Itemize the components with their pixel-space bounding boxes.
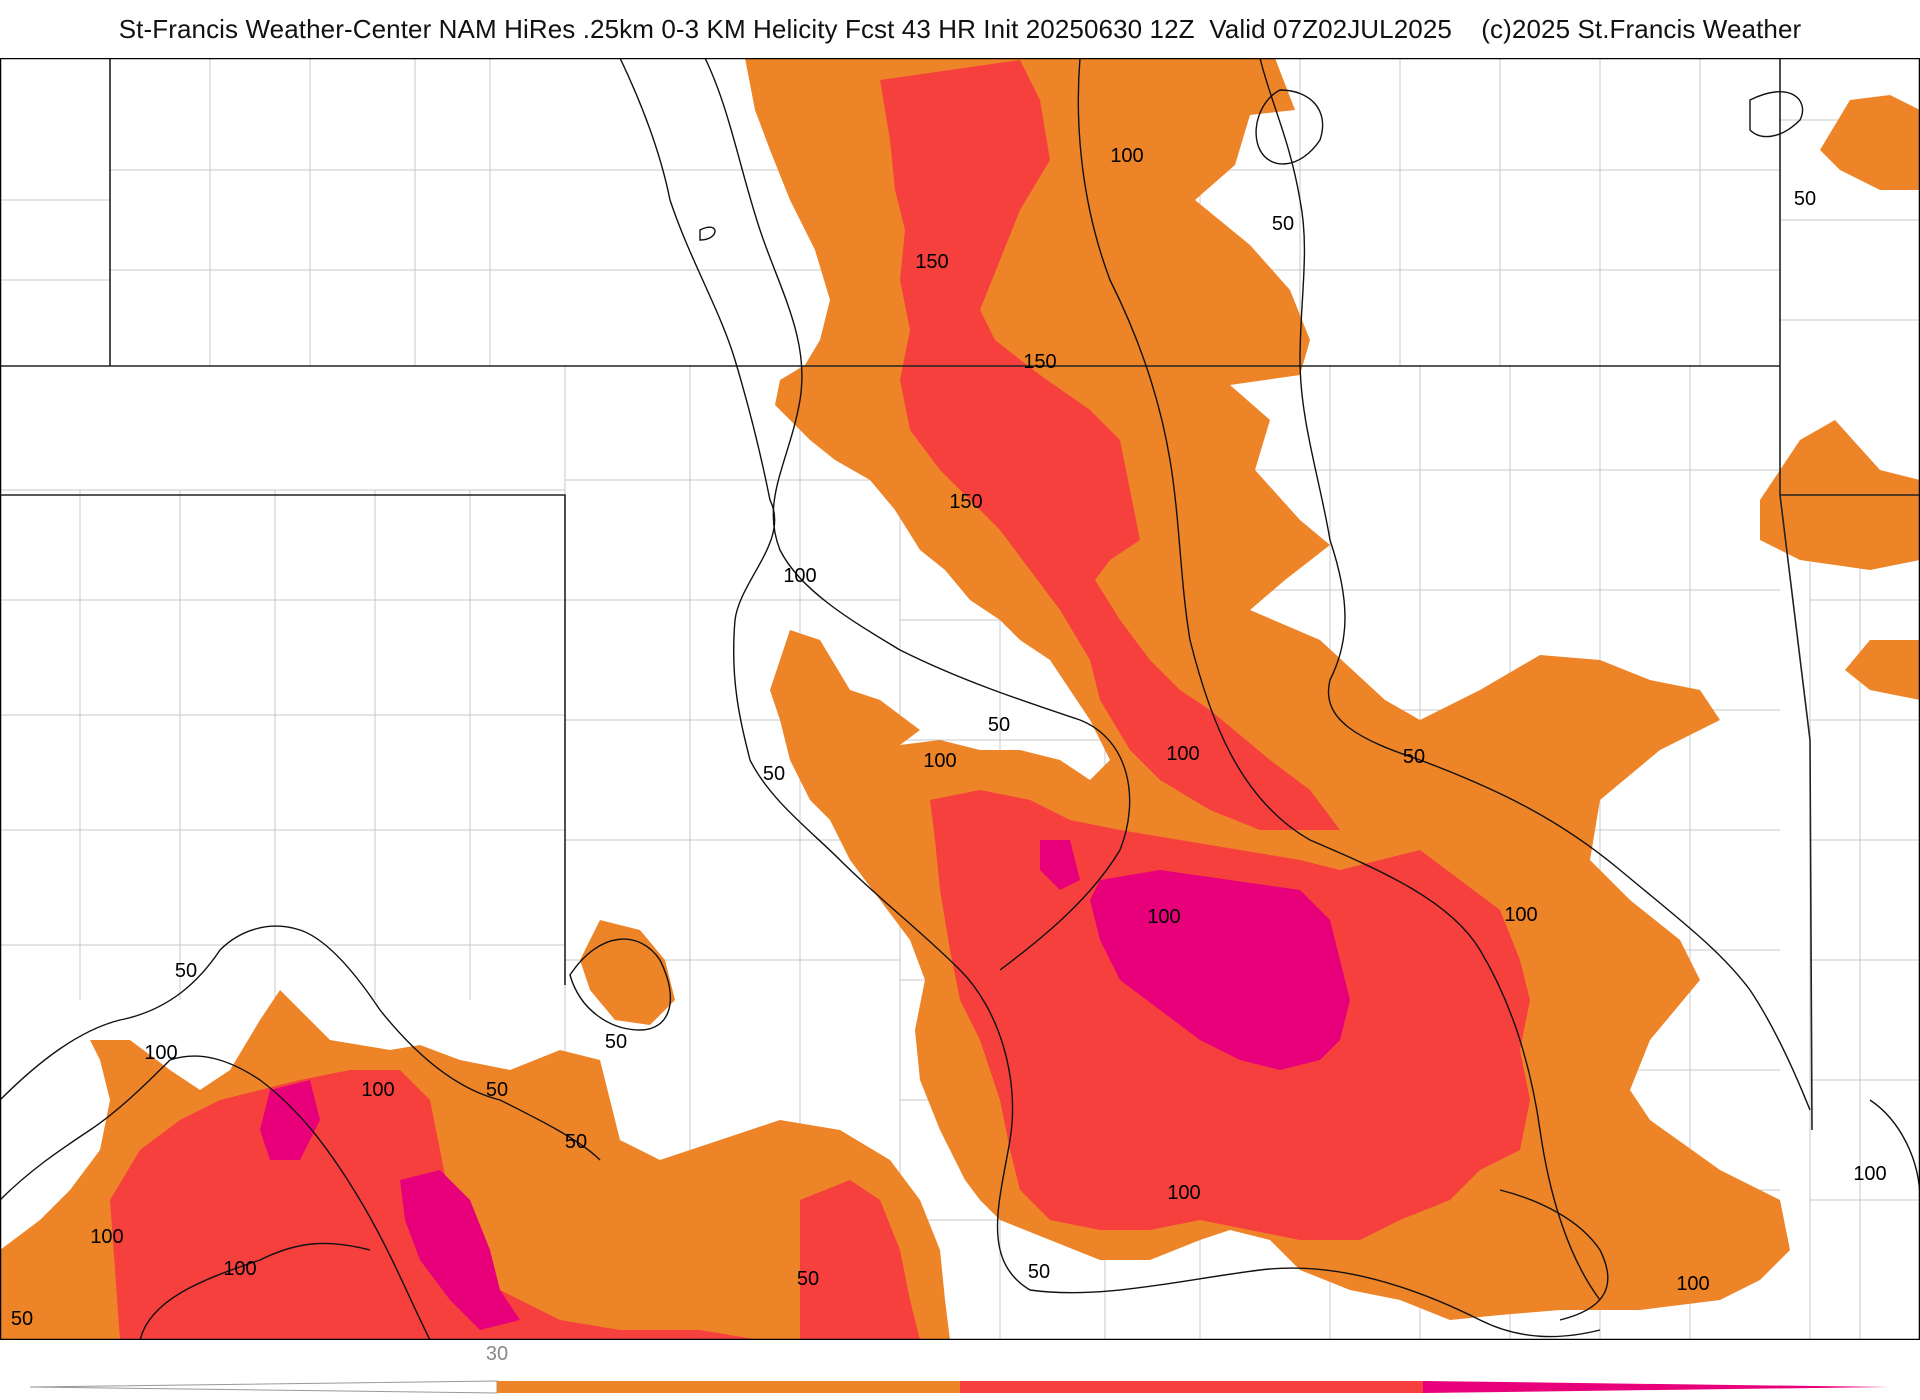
contour-label: 100 (90, 1226, 123, 1248)
contour-label: 150 (1023, 351, 1056, 373)
contour-label: 100 (1853, 1163, 1886, 1185)
contour-label: 100 (144, 1042, 177, 1064)
contour-label: 100 (783, 565, 816, 587)
contour-label: 100 (923, 750, 956, 772)
state-boundaries (0, 58, 1920, 1131)
colorbar-tick-label: 30 (485, 1343, 509, 1365)
contour-label: 50 (175, 960, 197, 982)
contour-label: 100 (1147, 906, 1180, 928)
contour-label: 150 (915, 251, 948, 273)
red-region-southcentral (800, 1180, 920, 1340)
contour-label: 150 (949, 491, 982, 513)
helicity-shading (0, 58, 1920, 1340)
magenta-region-sw (260, 840, 1080, 1330)
colorbar-magenta (1423, 1381, 1890, 1393)
colorbar-red (960, 1381, 1423, 1393)
contour-label: 100 (1167, 1182, 1200, 1204)
map-title: St-Francis Weather-Center NAM HiRes .25k… (118, 14, 1802, 44)
colorbar (29, 1380, 1890, 1394)
contour-label: 50 (1272, 213, 1294, 235)
contour-label: 100 (223, 1258, 256, 1280)
contour-label: 100 (1676, 1273, 1709, 1295)
contour-labels: 100 50 150 150 150 100 50 100 50 100 50 … (11, 145, 1887, 1330)
contour-label: 100 (361, 1079, 394, 1101)
contour-label: 100 (1166, 743, 1199, 765)
contour-label: 50 (1403, 746, 1425, 768)
colorbar-underflow (29, 1380, 498, 1394)
orange-region-east-edge (1760, 95, 1920, 700)
orange-region-small-blob (580, 920, 675, 1025)
colorbar-orange (497, 1381, 960, 1393)
contour-label: 50 (565, 1131, 587, 1153)
orange-region-west-blob (770, 630, 920, 820)
contour-label: 50 (486, 1079, 508, 1101)
contour-label: 100 (1110, 145, 1143, 167)
contour-label: 50 (605, 1031, 627, 1053)
contour-label: 50 (11, 1308, 33, 1330)
helicity-map: 100 50 150 150 150 100 50 100 50 100 50 … (0, 58, 1920, 1340)
contour-label: 50 (988, 714, 1010, 736)
helicity-contours (0, 58, 1920, 1340)
red-region-north (880, 60, 1340, 830)
contour-label: 50 (1794, 188, 1816, 210)
contour-label: 50 (797, 1268, 819, 1290)
contour-label: 100 (1504, 904, 1537, 926)
contour-label: 50 (1028, 1261, 1050, 1283)
magenta-region-core (1090, 870, 1350, 1070)
contour-label: 50 (763, 763, 785, 785)
